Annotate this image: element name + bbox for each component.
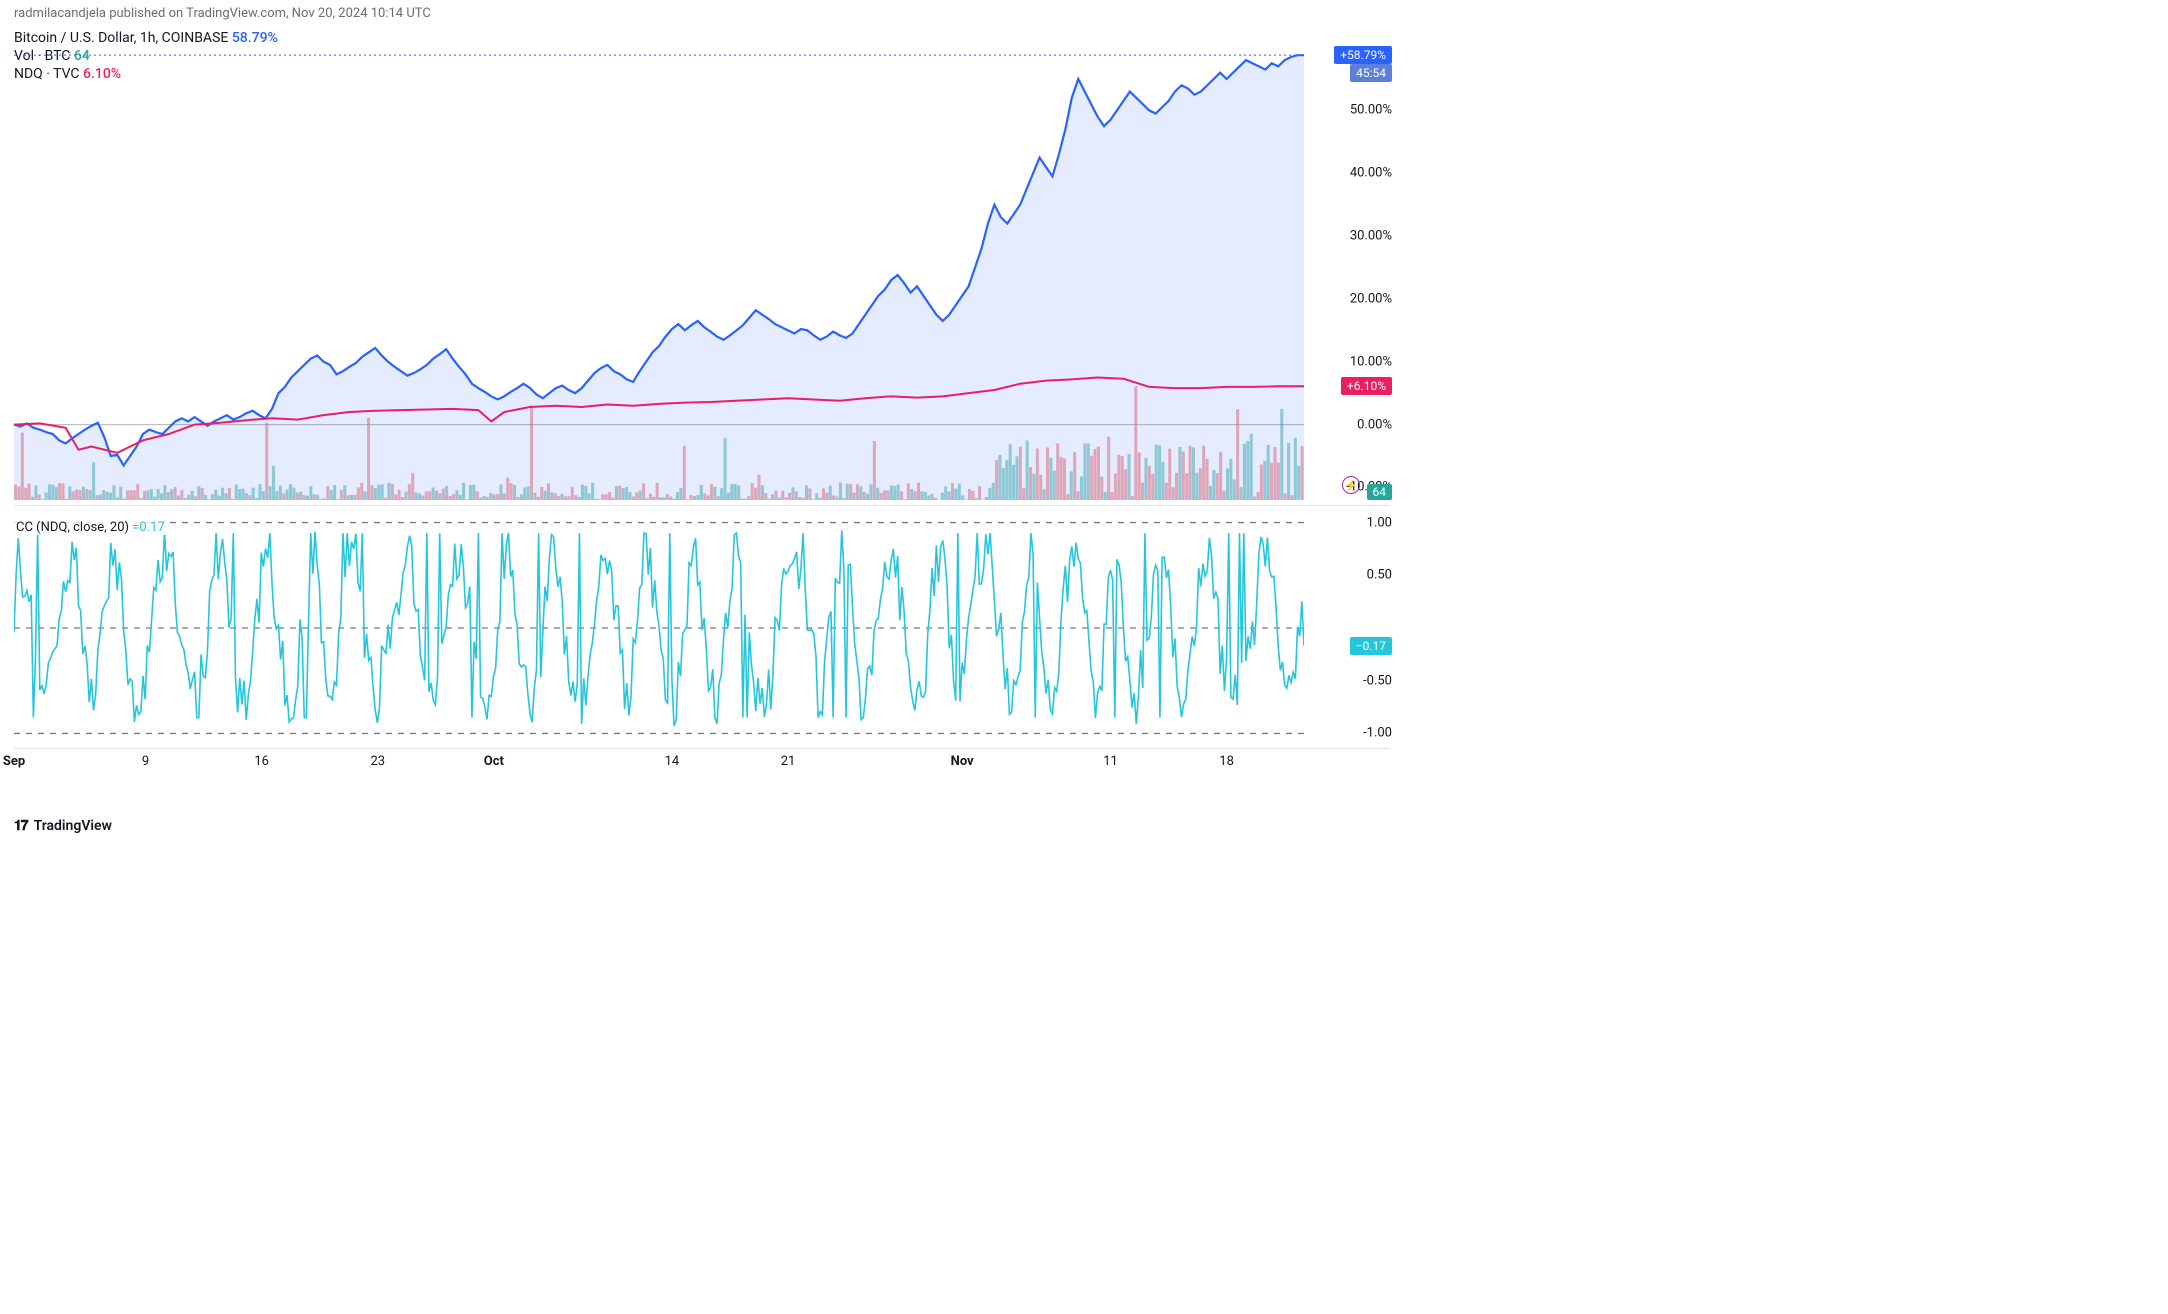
tv-brand: TradingView (34, 818, 112, 834)
y-tick: 0.00% (1357, 417, 1392, 432)
cc-legend: CC (NDQ, close, 20) =0.17 (14, 520, 167, 535)
main-price-chart[interactable] (14, 35, 1304, 500)
btc-price-badge: +58.79% (1334, 46, 1392, 64)
x-tick: Sep (3, 754, 25, 769)
y-tick: 40.00% (1350, 166, 1392, 181)
tradingview-watermark[interactable]: 𝟏𝟕 TradingView (14, 818, 112, 834)
y-tick-cc: -0.50 (1363, 673, 1392, 688)
y-tick-cc: 1.00 (1367, 515, 1392, 530)
x-tick: Nov (951, 754, 974, 769)
pane-divider[interactable] (14, 505, 1390, 506)
publish-info: radmilacandjela published on TradingView… (14, 6, 431, 21)
cc-label: CC (NDQ, close, 20) (16, 520, 129, 535)
x-tick: 16 (254, 754, 269, 769)
cc-value-badge: −0.17 (1350, 637, 1392, 655)
correlation-chart[interactable] (14, 512, 1304, 744)
x-tick: 14 (665, 754, 680, 769)
y-tick: 50.00% (1350, 103, 1392, 118)
cc-legend-val: =0.17 (132, 520, 164, 535)
x-tick: 9 (142, 754, 149, 769)
y-axis-cc: 1.00 0.50 -0.50 -1.00 −0.17 (1312, 512, 1392, 744)
y-tick: 10.00% (1350, 354, 1392, 369)
y-tick: 20.00% (1350, 291, 1392, 306)
tv-logo-icon: 𝟏𝟕 (14, 818, 28, 834)
x-tick: 23 (370, 754, 385, 769)
x-axis: Sep91623Oct1421Nov1118 (14, 754, 1304, 776)
pane-divider-bottom (14, 748, 1390, 749)
y-tick-cc: 0.50 (1367, 568, 1392, 583)
x-tick: Oct (484, 754, 504, 769)
vol-badge: 64 (1367, 484, 1393, 500)
ndq-price-badge: +6.10% (1341, 377, 1392, 395)
x-tick: 21 (781, 754, 796, 769)
countdown-badge: 45:54 (1350, 64, 1392, 82)
y-tick-cc: -1.00 (1363, 726, 1392, 741)
y-axis-main: 50.00%40.00%30.00%20.00%10.00%0.00%-10.0… (1312, 35, 1392, 500)
flash-icon[interactable]: ⚡ (1342, 476, 1360, 494)
y-tick: 30.00% (1350, 229, 1392, 244)
x-tick: 18 (1219, 754, 1234, 769)
x-tick: 11 (1103, 754, 1118, 769)
